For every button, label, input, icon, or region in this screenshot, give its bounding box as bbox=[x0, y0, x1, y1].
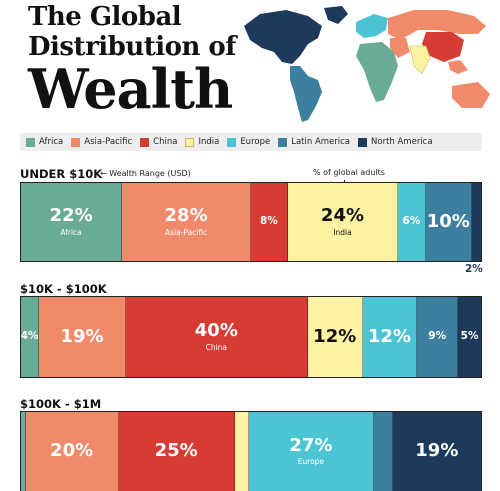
segment-value-label: 4% bbox=[21, 330, 39, 343]
segment-value-label: 10% bbox=[426, 210, 470, 232]
title-line-3: Wealth bbox=[28, 57, 233, 121]
chart-title: The Global Distribution of Wealth bbox=[28, 4, 236, 116]
segment-name-label: China bbox=[205, 342, 228, 352]
legend-swatch bbox=[26, 137, 35, 147]
side-label-north-america: 2% bbox=[465, 263, 483, 275]
map-greenland bbox=[324, 6, 348, 24]
segment-value-label: 9% bbox=[428, 330, 447, 343]
bar-segment-china: 8% bbox=[250, 183, 288, 261]
map-india bbox=[409, 45, 431, 75]
category-label-100k-1m: $100K - $1M bbox=[20, 397, 102, 411]
segment-value-label: 6% bbox=[402, 215, 421, 228]
bar-segment-india: 12% bbox=[307, 297, 363, 377]
title-line-1: The Global bbox=[28, 2, 182, 32]
segment-value-label: 25% bbox=[154, 440, 198, 462]
map-europe bbox=[356, 14, 388, 38]
bar-segment-asia-pacific: 19% bbox=[39, 297, 126, 377]
segment-value-label: 19% bbox=[415, 440, 459, 462]
bar-segment-north-america bbox=[471, 183, 481, 261]
legend-swatch bbox=[185, 137, 195, 147]
legend-item-africa: Africa bbox=[26, 137, 63, 147]
legend-label: Africa bbox=[39, 137, 64, 147]
category-label-under-10k: UNDER $10K bbox=[20, 167, 103, 181]
segment-name-label: Asia-Pacific bbox=[164, 227, 208, 237]
bar-segment-africa bbox=[21, 412, 26, 491]
segment-value-label: 24% bbox=[320, 205, 365, 227]
segment-name-label: Europe bbox=[297, 457, 325, 467]
bar-segment-africa: 22% Africa bbox=[21, 183, 123, 261]
segment-value-label: 5% bbox=[460, 330, 479, 343]
segment-value-label: 27% bbox=[289, 434, 333, 456]
legend-item-europe: Europe bbox=[227, 137, 270, 147]
legend-swatch bbox=[227, 137, 237, 147]
bar-segment-china: 25% bbox=[118, 412, 235, 491]
world-map-illustration bbox=[244, 6, 490, 122]
bar-segment-latin-america bbox=[374, 412, 393, 491]
legend-swatch bbox=[140, 137, 150, 147]
category-label-10k-100k: $10K - $100K bbox=[20, 282, 107, 296]
bar-segment-north-america: 19% bbox=[392, 412, 481, 491]
bar-segment-europe: 6% bbox=[398, 183, 426, 261]
map-china bbox=[422, 32, 464, 62]
segment-value-label: 20% bbox=[50, 440, 94, 462]
legend: Africa Asia-Pacific China India Europe L… bbox=[20, 133, 482, 151]
map-latin-america bbox=[290, 66, 322, 122]
bar-segment-india: 24% India bbox=[287, 183, 399, 261]
legend-item-asia-pacific: Asia-Pacific bbox=[71, 137, 132, 147]
title-line-2: Distribution of bbox=[28, 32, 236, 62]
segment-name-label: Africa bbox=[60, 227, 82, 237]
map-southeast-asia bbox=[448, 60, 468, 74]
legend-label: Latin America bbox=[291, 137, 351, 147]
segment-value-label: 40% bbox=[194, 320, 238, 342]
bar-segment-africa: 4% bbox=[21, 297, 40, 377]
map-africa bbox=[356, 42, 398, 102]
global-adults-note: % of global adults bbox=[313, 168, 385, 177]
legend-label: Asia-Pacific bbox=[84, 137, 133, 147]
map-north-america bbox=[244, 10, 322, 64]
segment-name-label: India bbox=[333, 227, 352, 237]
bar-segment-latin-america: 9% bbox=[417, 297, 459, 377]
bar-segment-north-america: 5% bbox=[458, 297, 481, 377]
legend-swatch bbox=[71, 137, 81, 147]
segment-value-label: 12% bbox=[367, 325, 411, 347]
map-middle-east bbox=[390, 38, 410, 58]
legend-item-latin-america: Latin America bbox=[278, 137, 350, 147]
bar-segment-europe: 12% bbox=[362, 297, 418, 377]
segment-value-label: 19% bbox=[60, 325, 104, 347]
legend-item-china: China bbox=[140, 137, 177, 147]
legend-item-north-america: North America bbox=[358, 137, 433, 147]
segment-value-label: 8% bbox=[259, 215, 278, 228]
map-asia-pacific bbox=[388, 10, 486, 40]
stacked-bar-under-10k: 22% Africa 28% Asia-Pacific 8% 24% India 6% 10% bbox=[20, 182, 482, 262]
legend-label: China bbox=[153, 137, 178, 147]
map-australia bbox=[452, 82, 490, 108]
segment-value-label: 28% bbox=[164, 205, 208, 227]
legend-label: Europe bbox=[240, 137, 271, 147]
wealth-range-text: Wealth Range (USD) bbox=[109, 169, 191, 178]
bar-segment-asia-pacific: 20% bbox=[25, 412, 119, 491]
segment-value-label: 12% bbox=[313, 325, 357, 347]
stacked-bar-10k-100k: 4% 19% 40% China 12% 12% 9% 5% bbox=[20, 296, 482, 378]
legend-swatch bbox=[278, 137, 288, 147]
legend-label: North America bbox=[371, 137, 433, 147]
legend-item-india: India bbox=[185, 137, 219, 147]
bar-segment-europe: 27% Europe bbox=[248, 412, 375, 491]
legend-swatch bbox=[358, 137, 368, 147]
bar-segment-latin-america: 10% bbox=[425, 183, 472, 261]
wealth-range-note: ← Wealth Range (USD) bbox=[100, 169, 191, 178]
stacked-bar-100k-1m: 20% 25% 27% Europe 19% bbox=[20, 411, 482, 491]
bar-segment-china: 40% China bbox=[125, 297, 308, 377]
bar-segment-asia-pacific: 28% Asia-Pacific bbox=[122, 183, 251, 261]
legend-label: India bbox=[198, 137, 220, 147]
bar-segment-india bbox=[234, 412, 249, 491]
segment-value-label: 22% bbox=[49, 205, 93, 227]
